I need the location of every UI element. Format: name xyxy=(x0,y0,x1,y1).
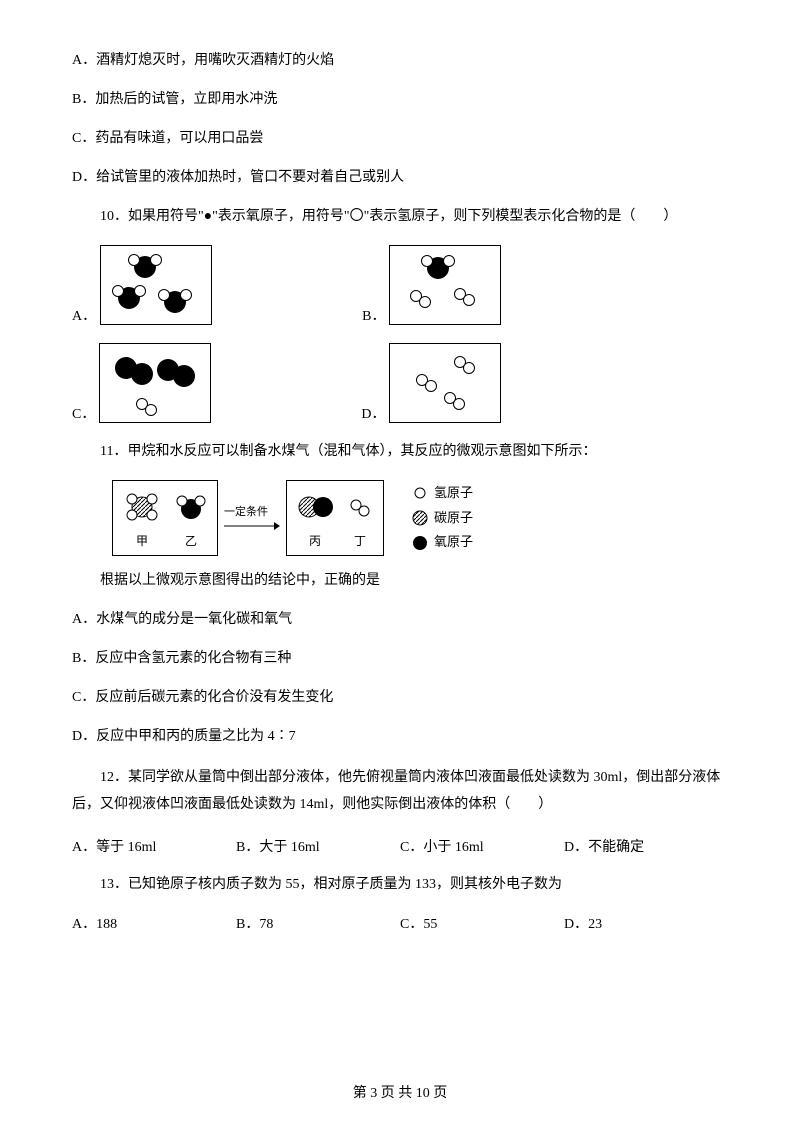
q12-option-b: B．大于 16ml xyxy=(236,836,400,856)
q11-stem: 11．甲烷和水反应可以制备水煤气（混和气体），其反应的微观示意图如下所示： xyxy=(72,441,728,462)
legend-o: 氧原子 xyxy=(412,530,473,555)
q11-option-d: D．反应中甲和丙的质量之比为 4∶7 xyxy=(72,726,728,747)
q11-ding: 丁 xyxy=(345,487,375,549)
q10-diagram-b xyxy=(389,245,501,325)
legend-o-text: 氧原子 xyxy=(434,530,473,555)
q11-label-ding: 丁 xyxy=(345,532,375,549)
q11-arrow: 一定条件 xyxy=(224,503,280,534)
q9-option-b: B．加热后的试管，立即用水冲洗 xyxy=(72,89,728,110)
legend-h-text: 氢原子 xyxy=(434,481,473,506)
q11-label-yi: 乙 xyxy=(173,532,209,549)
q11-conclusion: 根据以上微观示意图得出的结论中，正确的是 xyxy=(72,570,728,591)
q12-stem: 12．某同学欲从量筒中倒出部分液体，他先俯视量筒内液体凹液面最低处读数为 30m… xyxy=(72,765,728,818)
q11-yi: 乙 xyxy=(173,487,209,549)
q11-option-a: A．水煤气的成分是一氧化碳和氧气 xyxy=(72,609,728,630)
q13-option-d: D．23 xyxy=(564,913,728,933)
q11-reactants-box: 甲 乙 xyxy=(112,480,218,556)
q11-diagram: 甲 乙 一定条件 丙 xyxy=(112,480,728,556)
q10-diagram-c xyxy=(99,343,211,423)
q11-jia: 甲 xyxy=(121,487,163,549)
q9-option-c: C．药品有味道，可以用口品尝 xyxy=(72,128,728,149)
q13-option-b: B．78 xyxy=(236,913,400,933)
q10-label-d: D． xyxy=(361,403,385,423)
q11-bing: 丙 xyxy=(295,487,335,549)
legend-h: 氢原子 xyxy=(412,481,473,506)
q9-option-a: A．酒精灯熄灭时，用嘴吹灭酒精灯的火焰 xyxy=(72,50,728,71)
legend-c: 碳原子 xyxy=(412,506,473,531)
q10-label-b: B． xyxy=(362,305,385,325)
q13-option-a: A．188 xyxy=(72,913,236,933)
q11-label-bing: 丙 xyxy=(295,532,335,549)
q11-arrow-label: 一定条件 xyxy=(224,503,280,519)
q10-row-ab: A． B． xyxy=(72,245,728,325)
q11-option-c: C．反应前后碳元素的化合价没有发生变化 xyxy=(72,687,728,708)
q10-row-cd: C． D． xyxy=(72,343,728,423)
q10-diagram-a xyxy=(100,245,212,325)
q13-stem: 13．已知铯原子核内质子数为 55，相对原子质量为 133，则其核外电子数为 xyxy=(72,874,728,895)
q11-legend: 氢原子 碳原子 氧原子 xyxy=(412,481,473,555)
q10-label-c: C． xyxy=(72,403,95,423)
page-footer: 第 3 页 共 10 页 xyxy=(0,1082,800,1102)
q12-option-d: D．不能确定 xyxy=(564,836,728,856)
q10-diagram-d xyxy=(389,343,501,423)
q12-options: A．等于 16ml B．大于 16ml C．小于 16ml D．不能确定 xyxy=(72,836,728,856)
q12-option-c: C．小于 16ml xyxy=(400,836,564,856)
q10-label-a: A． xyxy=(72,305,96,325)
q10-stem: 10．如果用符号"●"表示氧原子，用符号"〇"表示氢原子，则下列模型表示化合物的… xyxy=(72,206,728,227)
q13-options: A．188 B．78 C．55 D．23 xyxy=(72,913,728,933)
q13-option-c: C．55 xyxy=(400,913,564,933)
q12-option-a: A．等于 16ml xyxy=(72,836,236,856)
q9-option-d: D．给试管里的液体加热时，管口不要对着自己或别人 xyxy=(72,167,728,188)
q11-label-jia: 甲 xyxy=(121,532,163,549)
q11-option-b: B．反应中含氢元素的化合物有三种 xyxy=(72,648,728,669)
legend-c-text: 碳原子 xyxy=(434,506,473,531)
q11-products-box: 丙 丁 xyxy=(286,480,384,556)
